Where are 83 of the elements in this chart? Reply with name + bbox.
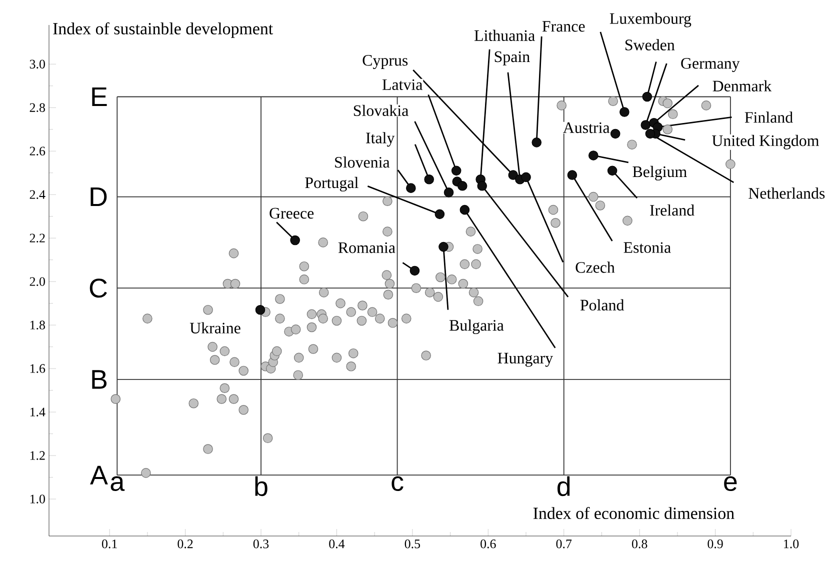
point [438, 242, 448, 252]
annotation: Netherlands [748, 188, 825, 199]
point [588, 150, 598, 160]
point [444, 188, 454, 198]
y-tick-label: 2.8 [30, 103, 45, 112]
y-tick-label: 1.4 [30, 408, 46, 416]
y-tick-label: 1.6 [30, 364, 46, 373]
y-tick-label: 2.6 [30, 146, 46, 156]
ref-line-label: b [255, 476, 268, 496]
point [607, 166, 618, 176]
point [410, 266, 420, 276]
annotation: United Kingdom [712, 134, 820, 150]
annotation: Finland [744, 112, 793, 123]
point [290, 235, 300, 246]
ref-line-label: a [110, 476, 125, 492]
annotation: Spain [494, 51, 530, 66]
point [521, 172, 531, 182]
annotation: Estonia [624, 242, 671, 253]
annotation: Lithuania [474, 30, 535, 41]
point [642, 92, 652, 102]
point [406, 183, 416, 193]
annotation: Slovakia [354, 104, 408, 116]
x-tick-label: 0.9 [708, 540, 723, 548]
ref-line-label: C [90, 278, 107, 298]
y-tick-label: 2.4 [30, 190, 46, 199]
point [532, 138, 542, 148]
annotation: Poland [580, 299, 624, 311]
annotation: France [542, 21, 585, 32]
point [451, 166, 462, 176]
annotation: Italy [366, 132, 395, 147]
x-tick-label: 0.1 [102, 540, 117, 548]
y-tick-label: 3.0 [30, 60, 45, 69]
point [477, 181, 487, 191]
annotation: Denmark [712, 80, 772, 92]
ref-line-label: B [92, 370, 107, 389]
ref-line-label: c [392, 476, 404, 492]
ref-line-label: d [558, 476, 570, 496]
annotation: Cyprus [362, 55, 408, 70]
point [567, 170, 578, 180]
point [458, 181, 468, 191]
annotation: Romania [338, 242, 396, 254]
annotation: Sweden [625, 39, 675, 50]
annotation: Czech [576, 262, 615, 273]
annotation: Luxembourg [610, 12, 692, 28]
y-tick-label: 2.0 [30, 277, 45, 286]
annotation: Slovenia [335, 156, 390, 168]
annotation: Germany [681, 58, 740, 72]
x-tick-label: 0.8 [632, 540, 648, 548]
ref-line-label: A [90, 466, 108, 484]
y-tick-label: 1.8 [30, 320, 45, 330]
x-tick-label: 0.4 [329, 540, 345, 548]
y-tick-label: 1.0 [30, 494, 45, 504]
y-axis-title: Index of sustainble development [53, 22, 274, 38]
ref-line-label: D [90, 188, 107, 206]
point [255, 304, 266, 315]
annotation: Ukraine [190, 322, 240, 334]
ref-line-label: e [724, 476, 737, 492]
point [434, 209, 445, 220]
point [610, 128, 620, 139]
annotation: Hungary [498, 352, 553, 367]
x-tick-label: 0.5 [404, 540, 420, 548]
x-tick-label: 0.7 [556, 540, 572, 548]
ref-line-label: E [92, 87, 107, 106]
annotation: Belgium [632, 166, 687, 180]
x-tick-label: 0.3 [253, 540, 269, 548]
x-tick-label: 0.2 [178, 540, 193, 548]
point [424, 174, 434, 184]
point [508, 170, 518, 180]
y-tick-label: 2.2 [30, 234, 45, 242]
point [620, 107, 630, 117]
annotation: Austria [563, 122, 610, 134]
annotation: Bulgaria [449, 320, 504, 334]
annotation: Ireland [650, 204, 694, 216]
x-tick-label: 0.6 [480, 540, 496, 548]
annotation: Latvia [382, 79, 422, 90]
point [640, 120, 651, 130]
point [460, 204, 470, 215]
y-tick-label: 1.2 [30, 451, 45, 460]
annotation: Greece [270, 208, 314, 219]
x-axis-title: Index of economic dimension [533, 506, 734, 520]
annotation: Portugal [305, 176, 358, 192]
x-tick-label: 1.0 [784, 540, 799, 548]
point [645, 128, 656, 139]
